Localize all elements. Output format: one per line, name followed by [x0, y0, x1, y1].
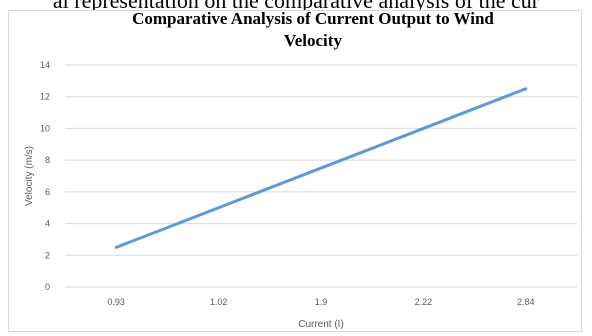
- chart-title-line-2: Velocity: [284, 31, 342, 50]
- y-tick-label: 6: [45, 187, 50, 197]
- series-line: [114, 87, 528, 249]
- y-tick-label: 4: [45, 219, 50, 229]
- x-tick-label: 1.02: [210, 297, 228, 307]
- gridlines: [65, 64, 577, 288]
- y-axis-label: Velocity (m/s): [24, 146, 35, 206]
- y-tick-label: 12: [40, 92, 50, 102]
- x-axis-ticks: 0.93 1.02 1.9 2.22 2.84: [107, 297, 534, 307]
- y-tick-label: 0: [45, 282, 50, 292]
- x-axis-label: Current (I): [298, 319, 344, 330]
- figure-caption: al representation on the comparative ana…: [52, 0, 540, 13]
- x-tick-label: 1.9: [315, 297, 328, 307]
- y-tick-label: 8: [45, 155, 50, 165]
- chart-frame: [8, 10, 582, 332]
- x-tick-label: 0.93: [107, 297, 125, 307]
- y-tick-label: 14: [40, 60, 50, 70]
- chart-title-line-1: Comparative Analysis of Current Output t…: [132, 9, 494, 28]
- y-tick-label: 10: [40, 123, 50, 133]
- series-layer: [114, 87, 528, 249]
- y-axis-ticks: 0 2 4 6 8 10 12 14: [40, 60, 50, 292]
- y-tick-label: 2: [45, 250, 50, 260]
- x-tick-label: 2.84: [517, 297, 535, 307]
- x-tick-label: 2.22: [415, 297, 433, 307]
